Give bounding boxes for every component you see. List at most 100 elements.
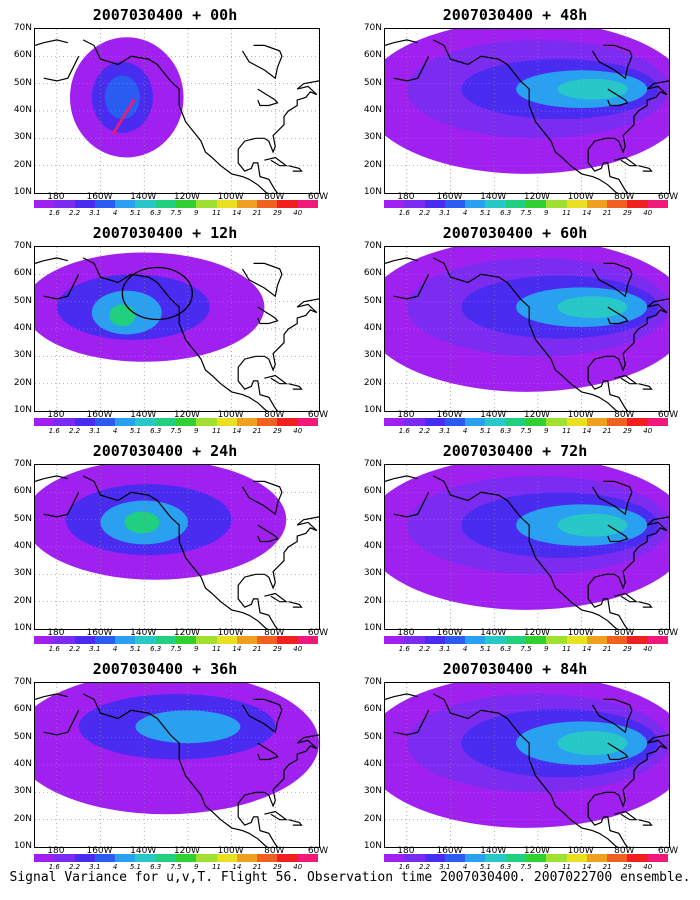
colorbar-label: 1.6 <box>48 863 60 871</box>
map-area <box>384 246 670 412</box>
y-tick-label: 10N <box>13 405 32 415</box>
colorbar-label: 5.1 <box>479 863 491 871</box>
coastline <box>82 257 318 411</box>
y-tick-label: 30N <box>13 786 32 797</box>
y-tick-label: 40N <box>13 759 32 769</box>
colorbar-swatch <box>404 854 425 862</box>
colorbar-swatch <box>74 418 95 426</box>
colorbar-label: 7.5 <box>170 645 182 653</box>
coastline <box>241 262 283 298</box>
x-tick-label: 160W <box>86 846 113 856</box>
colorbar-label: 21 <box>602 427 612 435</box>
colorbar-label: 14 <box>232 863 242 871</box>
y-tick-label: 20N <box>13 159 32 170</box>
variance-contour <box>557 296 628 319</box>
colorbar-swatch <box>546 200 567 208</box>
y-tick-label: 20N <box>13 813 32 824</box>
variance-contour <box>109 304 136 327</box>
colorbar-swatch <box>196 200 217 208</box>
x-tick-label: 140W <box>480 628 507 638</box>
colorbar-swatch <box>586 854 608 862</box>
colorbar-label: 1.6 <box>48 645 60 653</box>
colorbar-swatch <box>216 418 237 426</box>
coastline <box>241 698 283 734</box>
colorbar-label: 5.1 <box>129 209 141 217</box>
map-area <box>384 464 670 630</box>
colorbar-label: 6.3 <box>150 427 162 435</box>
coastline <box>257 524 279 543</box>
colorbar-label: 3.1 <box>89 645 101 653</box>
map-panel: 2007030400 + 24h 70N 60N 50N 40N 30N 20N 10N 180… <box>0 442 330 653</box>
map-panel: 2007030400 + 12h 70N 60N 50N 40N 30N 20N 10N 180… <box>0 224 330 435</box>
colorbar-label: 40 <box>643 427 653 435</box>
colorbar-swatch <box>216 636 237 644</box>
y-tick-label: 10N <box>13 187 32 197</box>
coastline <box>385 693 418 700</box>
colorbar-label: 4 <box>462 645 468 653</box>
colorbar-swatch <box>196 418 217 426</box>
colorbar-swatch <box>444 418 466 426</box>
x-tick-label: 140W <box>480 846 507 856</box>
x-tick-label: 160W <box>436 628 463 638</box>
coastline <box>288 165 303 172</box>
x-tick-label: 120W <box>523 192 550 202</box>
colorbar-swatch <box>566 200 587 208</box>
map-panel: 2007030400 + 48h 70N 60N 50N 40N 30N 20N 10N 180… <box>350 6 680 217</box>
observation-point <box>116 123 120 128</box>
coastline <box>35 39 68 46</box>
colorbar-swatch <box>586 636 608 644</box>
y-tick-label: 10N <box>363 841 382 851</box>
colorbar-label: 6.3 <box>500 863 512 871</box>
figure-caption: Signal Variance for u,v,T. Flight 56. Ob… <box>9 870 691 885</box>
coastline <box>591 262 633 298</box>
coastline <box>35 475 68 482</box>
colorbar-label: 1.6 <box>48 209 60 217</box>
colorbar-label: 3.1 <box>89 427 101 435</box>
coastline <box>591 480 633 516</box>
x-tick-label: 120W <box>173 192 200 202</box>
coastline <box>638 165 653 172</box>
colorbar-swatch <box>384 636 405 644</box>
colorbar-label: 11 <box>562 863 572 871</box>
x-tick-label: 60W <box>307 410 329 420</box>
y-tick-label: 40N <box>363 323 382 333</box>
colorbar-swatch <box>607 636 628 644</box>
x-tick-label: 160W <box>436 192 463 202</box>
colorbar-swatch <box>34 636 55 644</box>
y-tick-label: 10N <box>13 623 32 633</box>
colorbar-swatch <box>115 418 136 426</box>
coastline <box>432 475 668 629</box>
panel-title: 2007030400 + 60h <box>442 224 588 242</box>
x-tick-label: 180 <box>397 410 415 420</box>
x-tick-label: 160W <box>86 410 113 420</box>
colorbar-swatch <box>54 854 75 862</box>
colorbar-swatch <box>135 418 156 426</box>
coastline <box>607 88 629 107</box>
colorbar-swatch <box>115 854 136 862</box>
colorbar-label: 11 <box>212 209 222 217</box>
colorbar-swatch <box>175 200 197 208</box>
colorbar-label: 9 <box>194 863 199 871</box>
y-tick-label: 40N <box>363 759 382 769</box>
y-tick-label: 50N <box>13 295 32 306</box>
coastline <box>82 475 318 629</box>
colorbar-label: 9 <box>194 645 199 653</box>
coastline <box>35 257 68 264</box>
coastline <box>614 592 638 603</box>
colorbar-swatch <box>404 418 425 426</box>
colorbar-swatch <box>277 200 298 208</box>
y-tick-label: 30N <box>363 132 382 143</box>
colorbar-swatch <box>424 200 445 208</box>
colorbar-swatch <box>586 418 608 426</box>
colorbar <box>34 636 318 644</box>
coastline <box>257 306 279 325</box>
coastline <box>646 80 669 96</box>
colorbar-swatch <box>627 854 648 862</box>
colorbar-label: 40 <box>293 427 303 435</box>
map-panel: 2007030400 + 60h 70N 60N 50N 40N 30N 20N 10N 180… <box>350 224 680 435</box>
coastline <box>646 516 669 532</box>
map-svg <box>385 29 669 193</box>
colorbar-swatch <box>297 636 318 644</box>
colorbar-swatch <box>525 200 547 208</box>
x-tick-label: 140W <box>130 410 157 420</box>
